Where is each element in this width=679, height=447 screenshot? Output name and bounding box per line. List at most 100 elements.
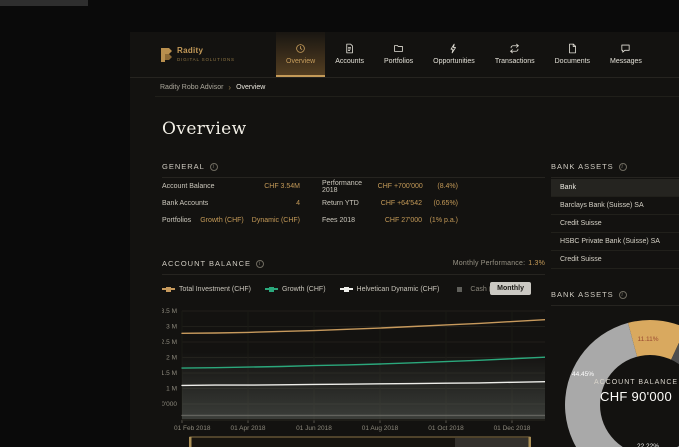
y-axis-tick-label: 3 M bbox=[166, 324, 177, 331]
portfolio-link[interactable]: Growth (CHF) bbox=[200, 217, 244, 224]
y-axis-tick-label: 1.5 M bbox=[162, 370, 177, 377]
donut-slice-percentage: 44.45% bbox=[572, 371, 594, 378]
general-value: CHF 27'000 bbox=[384, 217, 422, 224]
donut-slice-percentage: 11.11% bbox=[637, 336, 658, 343]
tab-label: Portfolios bbox=[383, 57, 414, 65]
tab-transactions[interactable]: Transactions bbox=[485, 32, 545, 77]
general-percentage: (0.65%) bbox=[433, 200, 458, 207]
tab-opportunities[interactable]: Opportunities bbox=[423, 32, 485, 77]
page-title: Overview bbox=[162, 119, 247, 139]
general-percentage: (8.4%) bbox=[437, 183, 458, 190]
bank-asset-row-bank-0[interactable]: Bank bbox=[551, 179, 679, 197]
series-line-total-investment-chf[interactable] bbox=[181, 318, 545, 335]
series-line-helvetican-dynamic-chf[interactable] bbox=[181, 380, 545, 387]
monthly-performance-value: 1.3% bbox=[528, 260, 545, 267]
general-value: 4 bbox=[296, 200, 300, 207]
messages-icon bbox=[620, 43, 631, 54]
nav-tabs: Overview Accounts Portfolios Opportunities T… bbox=[276, 32, 652, 77]
tab-accounts[interactable]: Accounts bbox=[325, 32, 374, 77]
legend-item-growth-chf[interactable]: Growth (CHF) bbox=[264, 286, 326, 293]
y-axis-tick-label: 3.5 M bbox=[162, 308, 177, 315]
tab-label: Documents bbox=[554, 57, 591, 65]
account-balance-section: ACCOUNT BALANCE i Monthly Performance: 1.… bbox=[162, 259, 545, 297]
monthly-performance-label: Monthly Performance: bbox=[452, 260, 526, 267]
general-label: Performance 2018 bbox=[322, 179, 363, 194]
monthly-performance: Monthly Performance: 1.3% bbox=[453, 260, 545, 267]
breadcrumb-current: Overview bbox=[236, 84, 266, 91]
general-label: Account Balance bbox=[162, 183, 215, 190]
general-row-portfolios: Portfolios Growth (CHF) Dynamic (CHF) bbox=[162, 212, 300, 229]
y-axis-tick-label: 500'000 bbox=[162, 401, 177, 408]
documents-icon bbox=[567, 43, 578, 54]
portfolio-link[interactable]: Dynamic (CHF) bbox=[251, 217, 300, 224]
legend-item-helvetican-dynamic-chf[interactable]: Helvetican Dynamic (CHF) bbox=[339, 285, 440, 293]
general-row-bank-accounts: Bank Accounts 4 bbox=[162, 195, 300, 212]
legend-label: Helvetican Dynamic (CHF) bbox=[356, 285, 440, 293]
info-icon[interactable]: i bbox=[209, 162, 218, 171]
period-monthly-button[interactable]: Monthly bbox=[490, 282, 531, 295]
general-value: CHF +700'000 bbox=[377, 183, 423, 190]
series-line-growth-chf[interactable] bbox=[181, 356, 545, 369]
legend-label: Cash (CHF) bbox=[470, 285, 508, 293]
general-value: CHF 3.54M bbox=[264, 183, 300, 190]
tab-overview[interactable]: Overview bbox=[276, 32, 326, 77]
y-axis-tick-label: 1 M bbox=[166, 386, 177, 393]
x-axis-tick-label: 01 Aug 2018 bbox=[362, 425, 399, 432]
breadcrumb-parent[interactable]: Radity Robo Advisor bbox=[160, 84, 224, 91]
x-axis-tick-label: 01 Apr 2018 bbox=[230, 425, 265, 432]
bank-asset-label: Credit Suisse bbox=[560, 220, 602, 227]
bank-asset-label: Bank bbox=[560, 184, 576, 191]
bank-asset-row-barclays-bank-suisse-sa-1[interactable]: Barclays Bank (Suisse) SA bbox=[551, 197, 679, 215]
account-balance-heading: ACCOUNT BALANCE bbox=[162, 259, 252, 268]
tab-portfolios[interactable]: Portfolios bbox=[374, 32, 423, 77]
app-window: Radity DIGITAL SOLUTIONS Overview Account… bbox=[130, 32, 679, 447]
general-row-performance-2018: Performance 2018 CHF +700'000 (8.4%) bbox=[322, 178, 458, 195]
account-balance-donut-chart[interactable]: 11.11% 22.22% 44.45% ACCOUNT BALANCE CHF 9… bbox=[548, 305, 679, 447]
bank-assets-heading: BANK ASSETS bbox=[551, 162, 614, 171]
y-axis-tick-label: 2 M bbox=[166, 355, 177, 362]
tab-messages[interactable]: Messages bbox=[600, 32, 652, 77]
bank-asset-row-credit-suisse-4[interactable]: Credit Suisse bbox=[551, 251, 679, 269]
general-left-column: Account Balance CHF 3.54M Bank Accounts 4 Po… bbox=[162, 178, 300, 229]
breadcrumb: Radity Robo Advisor › Overview bbox=[130, 78, 679, 97]
info-icon[interactable]: i bbox=[618, 290, 627, 299]
tab-documents[interactable]: Documents bbox=[545, 32, 600, 77]
legend-item-cash-chf[interactable]: Cash (CHF) bbox=[453, 285, 508, 293]
bank-assets-allocation-heading: BANK ASSETS bbox=[551, 290, 614, 299]
clock-icon bbox=[295, 43, 306, 54]
bank-asset-label: Credit Suisse bbox=[560, 256, 602, 263]
brush-selected-range[interactable] bbox=[455, 438, 529, 447]
bank-asset-row-hsbc-private-bank-suisse-sa-3[interactable]: HSBC Private Bank (Suisse) SA bbox=[551, 233, 679, 251]
bank-asset-label: Barclays Bank (Suisse) SA bbox=[560, 202, 644, 209]
brand-logo[interactable]: Radity DIGITAL SOLUTIONS bbox=[160, 47, 235, 62]
general-heading: GENERAL bbox=[162, 162, 205, 171]
info-icon[interactable]: i bbox=[256, 259, 265, 268]
account-balance-chart[interactable]: 3.5 M 3 M 2.5 M 2 M 1.5 M 1 M 500'000 01 Feb 20… bbox=[162, 300, 545, 447]
breadcrumb-separator-icon: › bbox=[228, 83, 232, 92]
x-axis-tick-label: 01 Dec 2018 bbox=[494, 425, 531, 432]
brush-handle-right[interactable] bbox=[528, 437, 532, 447]
x-axis-tick-label: 01 Oct 2018 bbox=[428, 425, 464, 432]
tab-label: Transactions bbox=[494, 57, 535, 65]
bank-asset-row-credit-suisse-2[interactable]: Credit Suisse bbox=[551, 215, 679, 233]
tab-label: Accounts bbox=[335, 57, 364, 65]
general-row-fees-2018: Fees 2018 CHF 27'000 (1% p.a.) bbox=[322, 212, 458, 229]
general-label: Fees 2018 bbox=[322, 217, 356, 224]
x-axis-tick-label: 01 Jun 2018 bbox=[296, 425, 332, 432]
legend-marker-icon bbox=[264, 286, 278, 293]
tab-label: Overview bbox=[286, 57, 316, 65]
general-label: Return YTD bbox=[322, 200, 359, 207]
general-section: GENERAL i Account Balance CHF 3.54M Bank A… bbox=[162, 162, 545, 224]
chart-legend: Total Investment (CHF) Growth (CHF) Helvet… bbox=[162, 281, 545, 297]
legend-marker-icon bbox=[339, 286, 353, 293]
donut-slice-percentage: 22.22% bbox=[637, 443, 659, 447]
brush-handle-left[interactable] bbox=[189, 437, 192, 447]
general-right-column: Performance 2018 CHF +700'000 (8.4%) Return… bbox=[322, 178, 458, 229]
legend-item-total-investment-chf[interactable]: Total Investment (CHF) bbox=[162, 286, 251, 293]
y-axis-tick-label: 2.5 M bbox=[162, 339, 177, 346]
general-row-return-ytd: Return YTD CHF +64'542 (0.65%) bbox=[322, 195, 458, 212]
info-icon[interactable]: i bbox=[618, 162, 627, 171]
general-value: CHF +64'542 bbox=[380, 200, 422, 207]
general-label: Portfolios bbox=[162, 217, 192, 224]
accounts-icon bbox=[344, 43, 355, 54]
